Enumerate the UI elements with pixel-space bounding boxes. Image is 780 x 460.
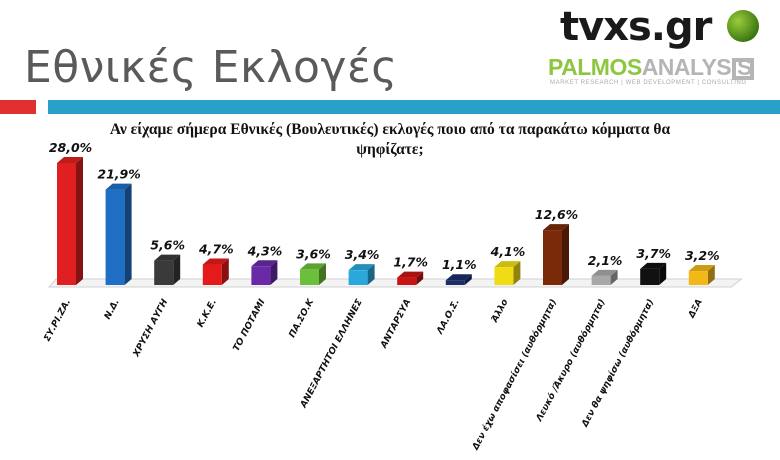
bar-front [543, 230, 562, 285]
bar-2 [154, 254, 181, 285]
bar-top [251, 260, 278, 267]
category-label: ΣΥ.ΡΙ.ΖΑ. [43, 298, 74, 344]
bar-13 [688, 265, 715, 285]
bar-8 [445, 274, 472, 285]
bar-front [202, 264, 222, 285]
bar-1 [105, 183, 132, 285]
value-label: 1,7% [393, 255, 428, 270]
bar-front [57, 163, 76, 285]
bar-side [464, 274, 472, 285]
category-label: Άλλο [490, 298, 511, 325]
bar-side [416, 271, 424, 285]
category-label: Κ.Κ.Ε. [196, 298, 219, 330]
bar-7 [397, 271, 424, 285]
bar-top [105, 183, 132, 190]
category-label: ΤΟ ΠΟΤΑΜΙ [232, 297, 268, 353]
bar-front [300, 269, 319, 285]
bar-front [591, 275, 611, 285]
value-label: 3,2% [685, 248, 720, 263]
bar-top [640, 262, 667, 269]
bar-12 [640, 262, 667, 285]
bar-side [76, 157, 83, 285]
category-label: Ν.Δ. [103, 298, 122, 322]
bar-top [445, 274, 472, 281]
bar-4 [251, 260, 278, 285]
globe-icon [727, 10, 759, 42]
bar-side [221, 258, 229, 285]
bar-front [640, 268, 660, 285]
bar-front [688, 271, 708, 285]
bar-top [202, 258, 229, 265]
page-title: Εθνικές Εκλογές [24, 42, 398, 93]
bar-front [445, 280, 465, 285]
category-label: ΧΡΥΣΗ ΑΥΓΗ [131, 297, 170, 359]
palmos-tagline: MARKET RESEARCH | WEB DEVELOPMENT | CONS… [550, 80, 747, 86]
category-label: Δεν έχω αποφασίσει (αυθόρμητα) [470, 297, 560, 452]
value-label: 3,7% [636, 246, 671, 261]
value-label: 12,6% [535, 207, 578, 222]
bar-top [154, 254, 181, 261]
bar-front [105, 189, 125, 285]
value-label: 4,1% [490, 244, 526, 259]
bar-11 [591, 269, 618, 285]
bar-side [513, 261, 521, 285]
value-label: 3,4% [345, 247, 380, 262]
value-label: 2,1% [588, 253, 623, 268]
bar-6 [348, 264, 375, 285]
bar-front [494, 267, 514, 285]
bar-front [348, 270, 368, 285]
bar-front [154, 260, 174, 285]
bar-top [543, 224, 569, 231]
tvxs-logo: tvxs.gr [560, 4, 712, 50]
bar-side [562, 224, 569, 285]
bar-side [707, 265, 715, 285]
value-label: 28,0% [49, 140, 92, 155]
category-label: ΑΝΤΑΡΣΥΑ [379, 298, 414, 351]
value-label: 4,7% [198, 242, 234, 257]
value-label: 3,6% [296, 246, 331, 261]
bar-top [57, 157, 83, 163]
chart-floor [47, 278, 743, 288]
category-label: ΔΞΑ [686, 298, 705, 321]
header-divider-red [0, 100, 36, 114]
bar-top [591, 269, 618, 276]
palmos-box-icon [732, 58, 754, 80]
bar-side [319, 263, 326, 285]
chart-title: Αν είχαμε σήμερα Εθνικές (Βουλευτικές) ε… [109, 121, 671, 158]
bar-front [251, 266, 271, 285]
bar-top [300, 263, 326, 270]
bar-side [173, 254, 181, 285]
palmos-logo-text: PALMOS [548, 54, 642, 80]
bar-top [688, 265, 715, 272]
value-label: 1,1% [442, 257, 477, 272]
value-label: 21,9% [97, 167, 140, 182]
bar-side [659, 262, 667, 285]
bar-3 [202, 258, 229, 285]
bar-top [397, 271, 424, 278]
category-label: ΛΑ.Ο.Σ. [435, 298, 462, 337]
value-label: 4,3% [247, 243, 283, 258]
bar-top [494, 261, 521, 268]
bar-front [397, 277, 417, 285]
bar-9 [494, 261, 521, 285]
bar-5 [300, 263, 326, 285]
bar-side [270, 260, 278, 285]
bar-top [348, 264, 375, 271]
value-label: 5,6% [150, 238, 185, 253]
bar-side [610, 269, 618, 285]
bar-side [124, 183, 132, 285]
bar-10 [543, 224, 569, 285]
category-label: ΠΑ.ΣΟ.Κ [288, 297, 317, 340]
bar-side [367, 264, 375, 285]
header-divider-blue [48, 100, 780, 114]
bar-0 [57, 157, 83, 285]
